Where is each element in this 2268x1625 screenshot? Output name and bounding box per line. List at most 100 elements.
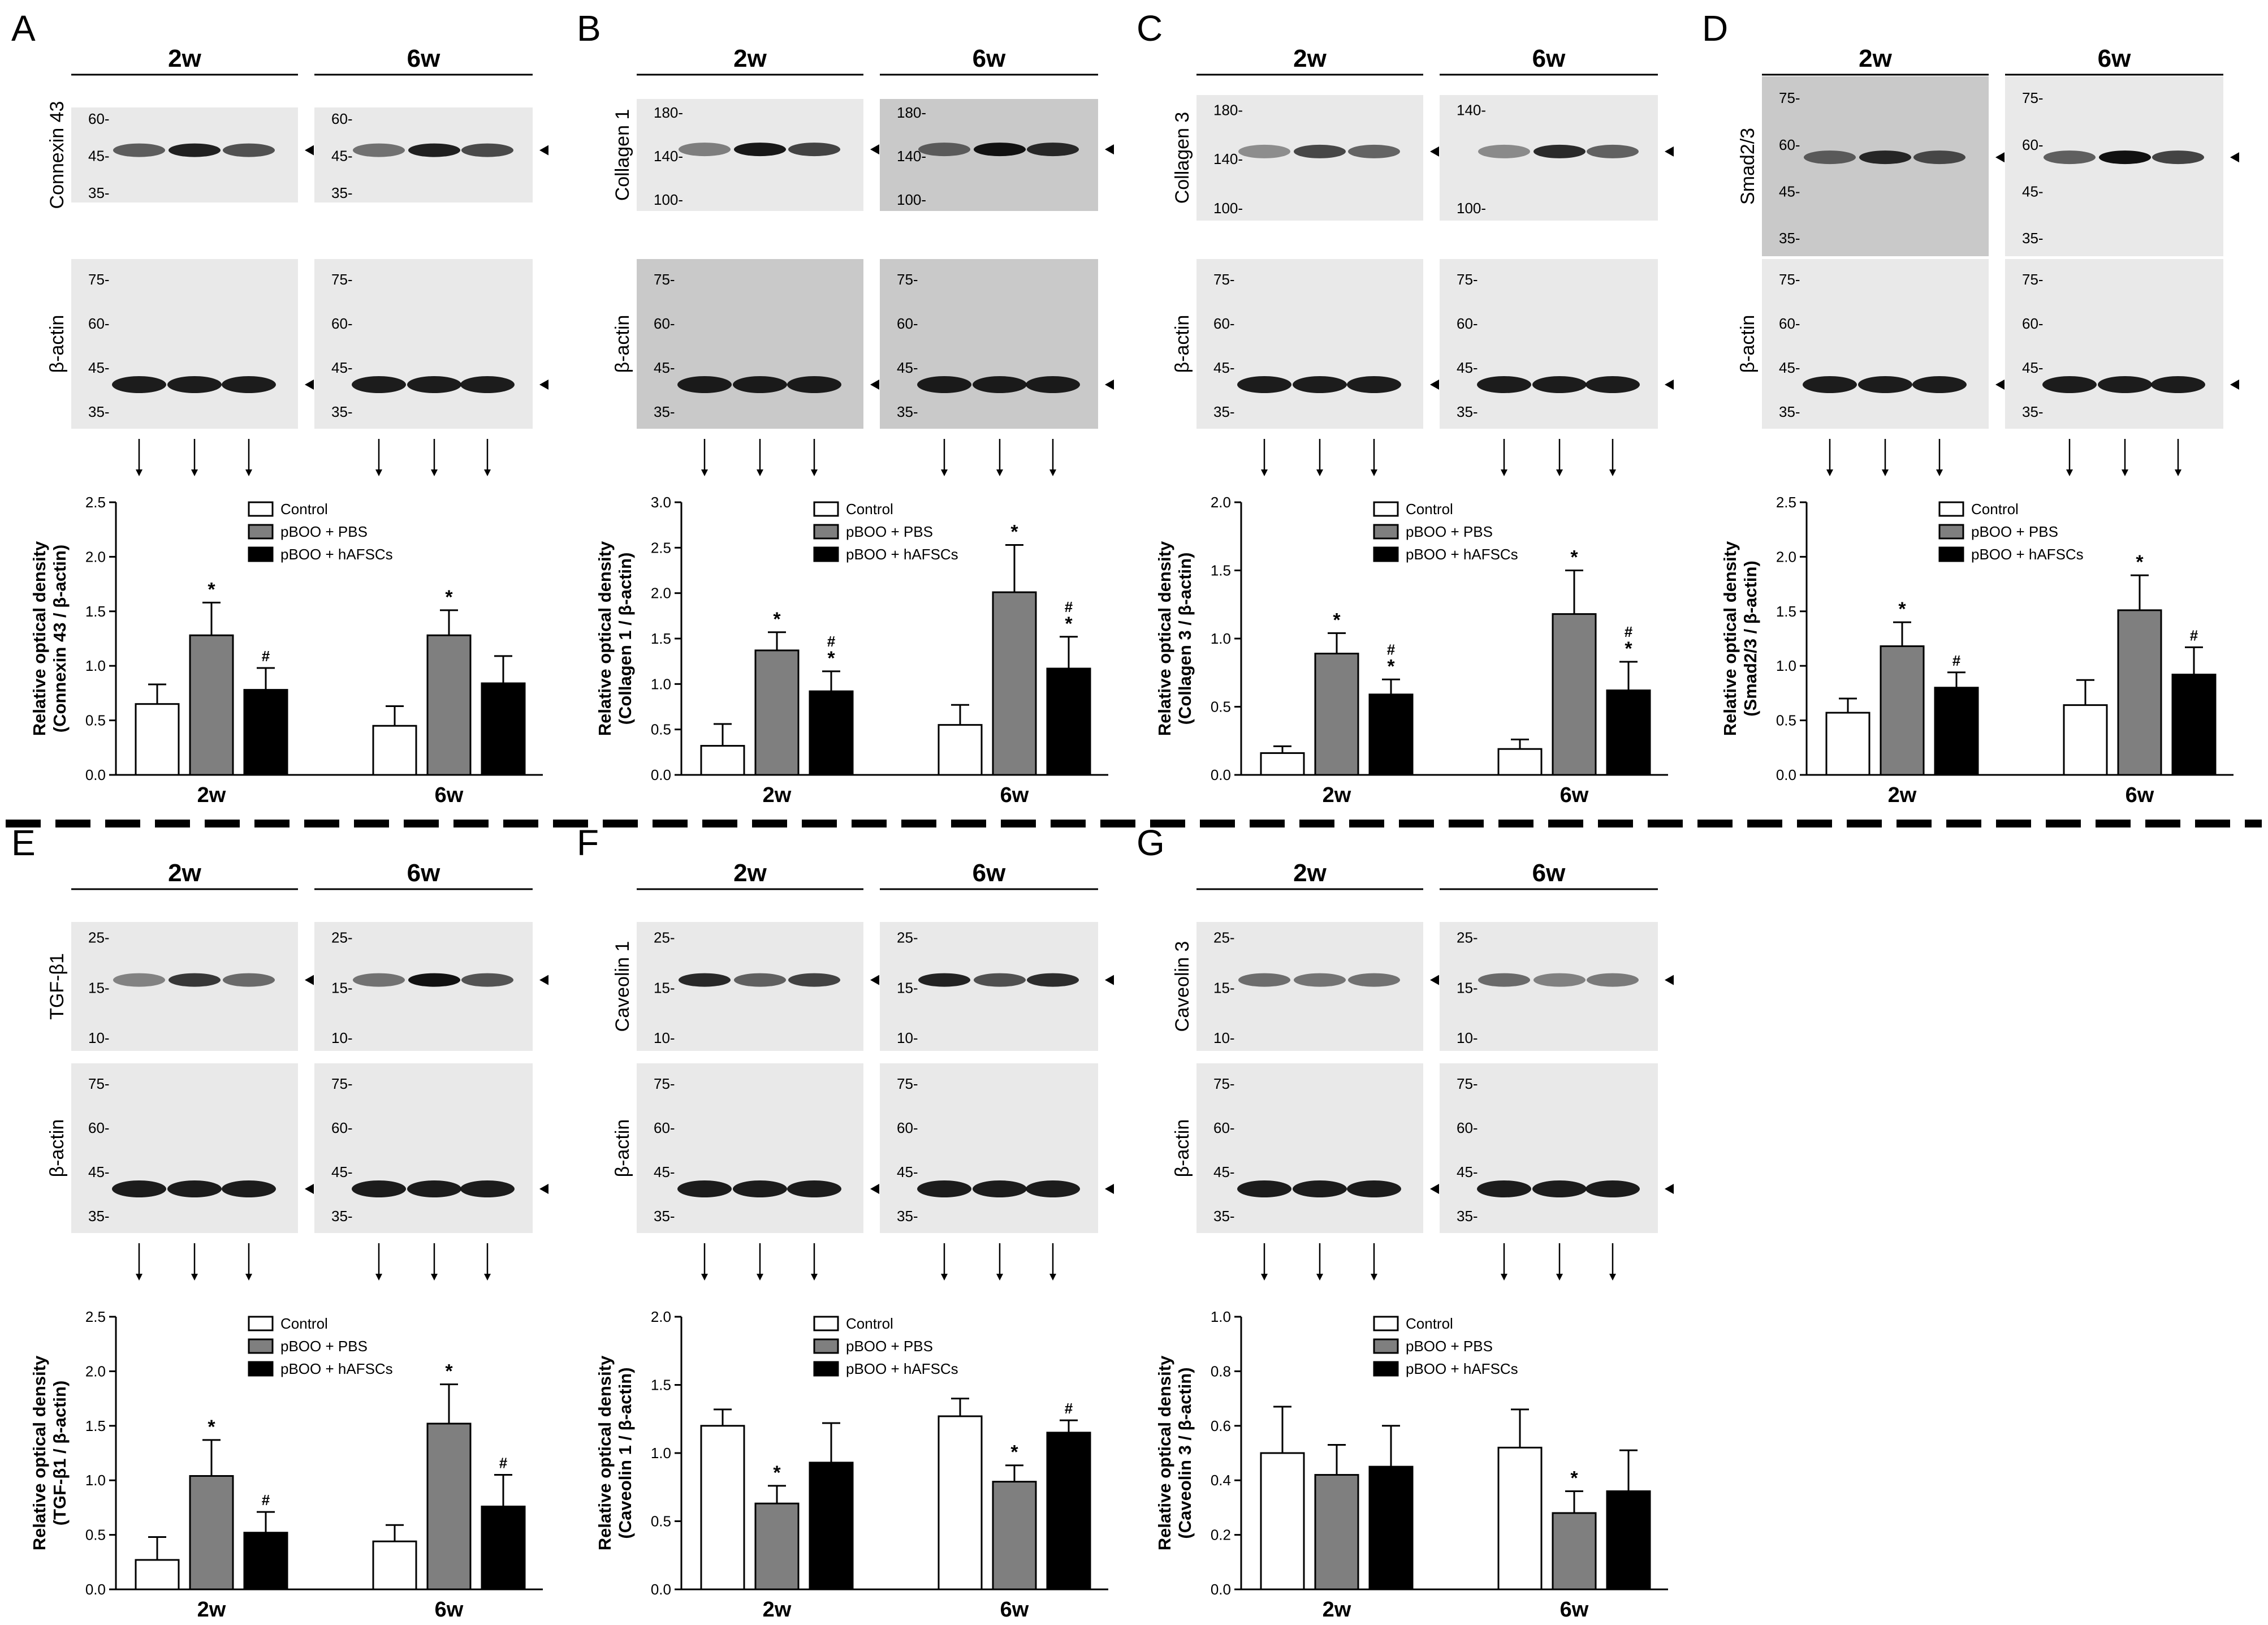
y-tick-label: 1.0 (85, 1472, 106, 1489)
y-axis-label-sub: (Collagen 3 / β-actin) (1175, 553, 1195, 725)
bar (1260, 752, 1305, 776)
target-blot-2w-band (734, 143, 786, 157)
actin-blot-2w-marker-label: 75- (654, 271, 675, 288)
target-blot-2w-band (169, 143, 221, 157)
significance-mark: # (262, 648, 270, 665)
significance-mark: * (1570, 1467, 1578, 1489)
y-axis-label-sub: (TGF-β1 / β-actin) (50, 1381, 70, 1526)
legend-label: pBOO + hAFSCs (1971, 546, 2084, 563)
target-blot-6w-band (918, 143, 970, 157)
blot-loading-label: β-actin (612, 1119, 633, 1178)
target-blot-2w-marker-label: 15- (654, 979, 675, 996)
lane-arrow-head-icon (701, 469, 708, 476)
y-tick-label: 1.5 (1211, 562, 1231, 579)
target-blot-2w-marker-label: 10- (88, 1029, 110, 1046)
legend-swatch (813, 524, 839, 540)
target-blot-6w-band (1478, 973, 1530, 987)
actin-blot-6w-band (1532, 376, 1587, 393)
target-blot-2w-band (169, 973, 221, 987)
actin-blot-2w-marker-label: 75- (1213, 1075, 1235, 1092)
blot-loading-label: β-actin (1172, 1119, 1193, 1178)
legend-swatch (1373, 524, 1399, 540)
y-tick-label: 2.5 (85, 1308, 106, 1325)
target-blot-6w-band (918, 973, 970, 987)
lane-arrow-head-icon (1371, 469, 1377, 476)
blot-loading-label: β-actin (1737, 315, 1759, 373)
significance-mark: * (827, 648, 835, 669)
legend-label: pBOO + PBS (1406, 1338, 1493, 1355)
target-blot-6w-band (408, 143, 460, 157)
blot-target-label: Collagen 1 (612, 109, 633, 201)
legend-swatch (248, 546, 274, 562)
target-blot-2w-marker-label: 35- (88, 184, 110, 201)
significance-mark: * (445, 1361, 453, 1382)
target-blot-6w-background (2005, 76, 2223, 256)
y-tick-label: 1.5 (85, 603, 106, 620)
actin-blot-6w-marker-label: 75- (331, 271, 353, 288)
panel-letter: G (1137, 822, 1165, 863)
actin-blot-2w-band (677, 376, 732, 393)
lane-arrow-head-icon (245, 1274, 252, 1281)
legend-label: pBOO + PBS (846, 1338, 933, 1355)
actin-blot-6w-band (2042, 376, 2097, 393)
lane-arrow-head-icon (1049, 1274, 1056, 1281)
actin-blot-2w-marker-label: 45- (88, 359, 110, 376)
y-tick-label: 2.0 (651, 1308, 671, 1325)
actin-blot-6w-arrowhead-icon (1665, 1184, 1674, 1194)
panel-F: F 2w 6w Caveolin 1 β-actin 25- 15- 10- 25- 15- 10-… (577, 822, 1114, 1622)
bar (1606, 689, 1651, 776)
actin-blot-6w-marker-label: 35- (897, 403, 918, 420)
actin-blot-2w-marker-label: 60- (88, 1119, 110, 1136)
actin-blot-2w-arrowhead-icon (305, 1184, 314, 1194)
bar-chart: 0.0 0.2 0.4 0.6 0.8 1.0 Relative optical densi… (1155, 1308, 1668, 1622)
actin-blot-6w-band (352, 1180, 406, 1197)
significance-mark: * (1010, 521, 1018, 543)
legend-swatch (248, 524, 274, 540)
target-blot-6w-band (461, 143, 513, 157)
panel-A: A 2w 6w Connexin 43 β-actin 60- 45- 35- 60- 45- 35… (11, 8, 548, 807)
significance-mark: * (1065, 613, 1073, 635)
blot-time-header: 2w (168, 859, 201, 887)
bar (2063, 704, 2108, 776)
significance-mark: # (1387, 641, 1396, 658)
actin-blot-2w-marker-label: 35- (1213, 1208, 1235, 1225)
actin-blot-6w-arrowhead-icon (1105, 1184, 1114, 1194)
y-tick-label: 0.5 (85, 1527, 106, 1544)
significance-mark: # (262, 1492, 270, 1508)
panel-letter: F (577, 822, 599, 863)
significance-mark: # (1065, 1400, 1073, 1417)
actin-blot-2w-band (733, 376, 787, 393)
legend-label: pBOO + hAFSCs (846, 546, 958, 563)
target-blot-6w-marker-label: 45- (2022, 183, 2044, 200)
actin-blot-6w-background (314, 1063, 533, 1233)
significance-mark: # (2190, 627, 2198, 644)
y-tick-label: 1.0 (1211, 1308, 1231, 1325)
blot-time-header: 6w (1532, 859, 1566, 887)
target-blot-6w-marker-label: 15- (331, 979, 353, 996)
target-blot-6w-arrowhead-icon (1105, 975, 1114, 985)
x-category-label: 2w (197, 783, 226, 807)
bar (243, 689, 288, 776)
actin-blot-6w-marker-label: 45- (897, 1163, 918, 1180)
x-category-label: 2w (1888, 783, 1917, 807)
significance-mark: * (1387, 656, 1395, 677)
target-blot-2w-arrowhead-icon (1430, 975, 1439, 985)
actin-blot-2w-marker-label: 35- (654, 1208, 675, 1225)
y-tick-label: 0.0 (651, 766, 671, 783)
actin-blot-6w-arrowhead-icon (539, 1184, 548, 1194)
panel-letter: A (11, 8, 36, 49)
target-blot-2w-band (734, 973, 786, 987)
x-category-label: 2w (197, 1598, 226, 1622)
y-axis-label-sub: (Collagen 1 / β-actin) (615, 553, 635, 725)
panel-letter: C (1137, 8, 1163, 49)
actin-blot-6w-band (1026, 376, 1080, 393)
actin-blot-6w-background (2005, 259, 2223, 429)
bar-chart: 0.0 0.5 1.0 1.5 2.0 Relative optical density(… (1155, 494, 1668, 807)
legend-label: pBOO + PBS (280, 523, 368, 540)
legend-swatch (1373, 501, 1399, 517)
bar (1497, 748, 1543, 776)
actin-blot-6w-marker-label: 60- (1457, 1119, 1478, 1136)
y-tick-label: 2.5 (85, 494, 106, 511)
